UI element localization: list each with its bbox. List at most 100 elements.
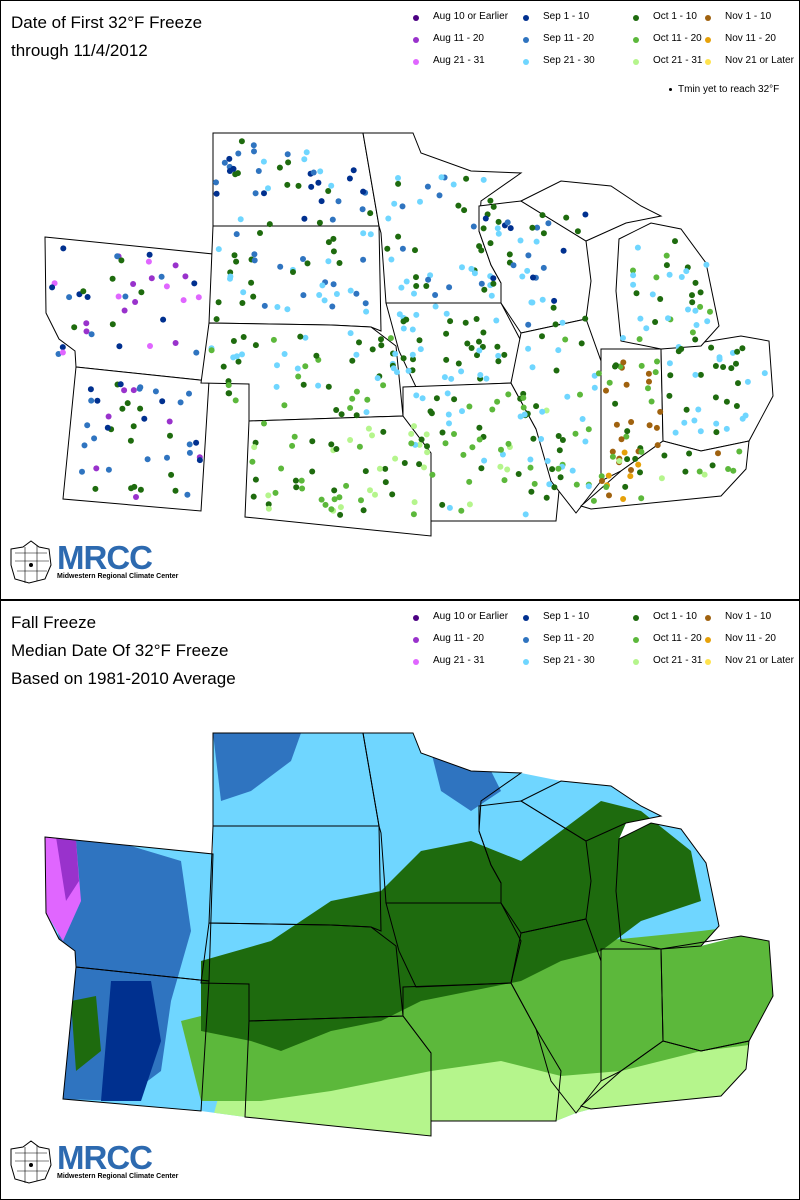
station-dot [497, 463, 504, 470]
station-dot [534, 224, 541, 231]
station-dot [573, 481, 580, 488]
station-dot [346, 175, 353, 182]
station-dot [396, 311, 403, 318]
station-dot [477, 372, 484, 378]
station-dot [499, 451, 506, 458]
station-dot [459, 408, 465, 415]
station-dot [416, 461, 423, 468]
station-dot [130, 387, 137, 394]
station-dot [666, 271, 673, 278]
station-dot [550, 304, 557, 311]
station-dot [443, 310, 450, 317]
station-dot [569, 467, 576, 474]
station-dot [248, 279, 255, 286]
station-dot [683, 406, 690, 413]
station-dot [620, 335, 626, 341]
station-dot [141, 415, 148, 422]
station-dot [448, 375, 455, 382]
station-dot [598, 473, 605, 480]
station-dot [293, 484, 300, 491]
station-dot [215, 246, 222, 253]
station-dot [372, 491, 378, 498]
station-dot [367, 487, 373, 494]
station-dot [476, 424, 483, 431]
station-dot [557, 474, 564, 481]
station-dot [612, 362, 619, 369]
station-dot [385, 215, 392, 222]
state-iowa [385, 302, 522, 388]
legend-label: Nov 21 or Later [725, 55, 794, 66]
station-dot [582, 438, 589, 445]
station-dot [637, 469, 643, 476]
station-dot [235, 358, 242, 365]
station-dot [369, 432, 375, 439]
station-dot [723, 425, 730, 432]
state-michigan-upper [519, 180, 663, 242]
station-dot [645, 385, 651, 392]
station-dot [301, 156, 308, 163]
legend-swatch-icon [705, 59, 711, 65]
station-dot [221, 159, 228, 166]
legend-swatch-icon [633, 59, 639, 65]
station-dot [451, 431, 457, 437]
station-dot [233, 258, 240, 265]
legend-swatch-icon [705, 615, 711, 621]
station-dot [382, 465, 389, 472]
station-dot [148, 275, 155, 282]
station-dot [616, 458, 623, 464]
station-dot [273, 383, 280, 390]
station-dot [545, 220, 552, 227]
station-dot [382, 479, 389, 486]
station-dot [490, 203, 497, 210]
station-dot [691, 417, 698, 424]
station-dot [167, 432, 173, 439]
station-dot [432, 292, 439, 298]
station-dot [133, 494, 139, 500]
station-dot [184, 491, 191, 498]
station-dot [114, 253, 121, 260]
legend-swatch-icon [633, 659, 639, 665]
station-dot [447, 318, 454, 325]
station-dot [564, 393, 571, 400]
station-dot [158, 273, 165, 280]
station-dot [325, 258, 332, 265]
station-dot [637, 315, 644, 322]
station-dot [638, 362, 645, 369]
map-legend: Aug 10 or Earlier Aug 11 - 20 Aug 21 - 31 S… [413, 11, 794, 91]
station-dot [251, 148, 257, 155]
station-dot [450, 181, 457, 188]
station-dot [84, 294, 91, 300]
station-dot [539, 296, 546, 303]
station-dot [730, 467, 737, 474]
station-dot [585, 483, 592, 490]
station-dot [298, 477, 305, 484]
station-dot [630, 281, 637, 288]
station-dot [478, 247, 485, 254]
station-dot [630, 267, 636, 274]
station-dot [490, 275, 497, 282]
station-dot [474, 352, 480, 359]
station-dot [403, 316, 410, 323]
station-dot [302, 363, 309, 370]
station-dot [530, 274, 536, 281]
station-dot [442, 440, 449, 447]
station-dot [666, 360, 673, 367]
station-dot [461, 207, 468, 214]
legend-swatch-icon [413, 659, 419, 665]
station-dot [376, 465, 383, 472]
station-dot [652, 369, 659, 376]
station-dot [313, 352, 320, 359]
station-dot [333, 446, 340, 452]
station-dot [495, 352, 502, 359]
station-dot [701, 471, 708, 478]
station-dot [742, 412, 749, 419]
station-dot [618, 436, 625, 443]
station-dot [577, 391, 583, 398]
tmin-dot-icon [669, 87, 672, 91]
legend-swatch-icon [413, 637, 419, 643]
station-dot [353, 351, 360, 358]
station-dot [413, 311, 420, 318]
legend-label: Sep 1 - 10 [543, 611, 590, 622]
station-dot [423, 283, 430, 289]
station-dot [303, 149, 310, 156]
